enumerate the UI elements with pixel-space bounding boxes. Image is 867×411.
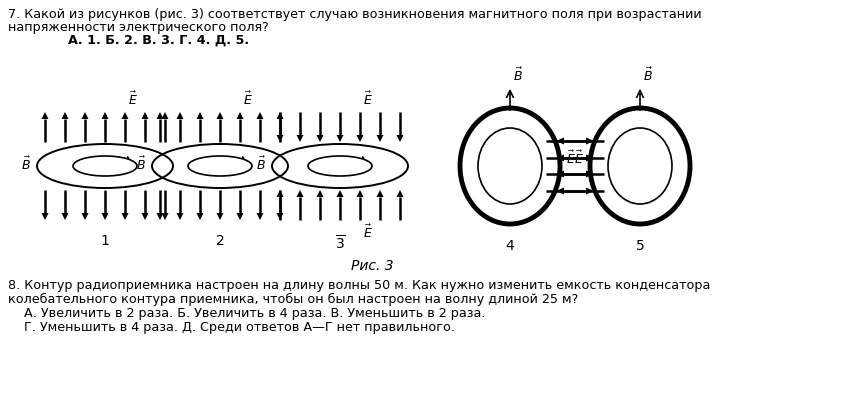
Text: $\vec{E}$: $\vec{E}$: [363, 91, 373, 108]
Polygon shape: [177, 112, 184, 119]
Polygon shape: [396, 135, 403, 142]
Polygon shape: [257, 213, 264, 220]
Polygon shape: [277, 190, 284, 197]
Polygon shape: [277, 112, 284, 119]
Text: А. 1. Б. 2. В. 3. Г. 4. Д. 5.: А. 1. Б. 2. В. 3. Г. 4. Д. 5.: [50, 34, 249, 47]
Polygon shape: [217, 112, 224, 119]
Polygon shape: [556, 138, 564, 145]
Polygon shape: [237, 213, 244, 220]
Ellipse shape: [188, 156, 252, 176]
Ellipse shape: [73, 156, 137, 176]
Polygon shape: [356, 135, 363, 142]
Polygon shape: [101, 112, 108, 119]
Polygon shape: [556, 155, 564, 162]
Polygon shape: [277, 135, 284, 142]
Text: $\vec{E}$: $\vec{E}$: [566, 149, 576, 166]
Polygon shape: [396, 190, 403, 197]
Text: $\vec{E}$: $\vec{E}$: [363, 224, 373, 241]
Polygon shape: [177, 213, 184, 220]
Ellipse shape: [152, 144, 288, 188]
Text: 7. Какой из рисунков (рис. 3) соответствует случаю возникновения магнитного поля: 7. Какой из рисунков (рис. 3) соответств…: [8, 8, 701, 21]
Text: напряженности электрического поля?: напряженности электрического поля?: [8, 21, 269, 34]
Polygon shape: [257, 112, 264, 119]
Polygon shape: [157, 112, 164, 119]
Text: А. Увеличить в 2 раза. Б. Увеличить в 4 раза. В. Уменьшить в 2 раза.: А. Увеличить в 2 раза. Б. Увеличить в 4 …: [8, 307, 486, 320]
Text: 8. Контур радиоприемника настроен на длину волны 50 м. Как нужно изменить емкост: 8. Контур радиоприемника настроен на дли…: [8, 279, 710, 292]
Polygon shape: [586, 187, 594, 194]
Text: $\vec{B}$: $\vec{B}$: [256, 155, 266, 173]
Polygon shape: [336, 190, 343, 197]
Text: 2: 2: [216, 234, 225, 248]
Polygon shape: [197, 213, 204, 220]
Polygon shape: [101, 213, 108, 220]
Ellipse shape: [308, 156, 372, 176]
Polygon shape: [336, 135, 343, 142]
Polygon shape: [356, 190, 363, 197]
Polygon shape: [161, 112, 168, 119]
Ellipse shape: [37, 144, 173, 188]
Polygon shape: [237, 112, 244, 119]
Text: Г. Уменьшить в 4 раза. Д. Среди ответов А—Г нет правильного.: Г. Уменьшить в 4 раза. Д. Среди ответов …: [8, 321, 455, 334]
Polygon shape: [297, 135, 303, 142]
Text: $\vec{E}$: $\vec{E}$: [243, 91, 253, 108]
Text: колебательного контура приемника, чтобы он был настроен на волну длиной 25 м?: колебательного контура приемника, чтобы …: [8, 293, 578, 306]
Polygon shape: [297, 190, 303, 197]
Polygon shape: [217, 213, 224, 220]
Polygon shape: [316, 190, 323, 197]
Ellipse shape: [272, 144, 408, 188]
Polygon shape: [62, 112, 68, 119]
Text: 4: 4: [505, 239, 514, 253]
Polygon shape: [62, 213, 68, 220]
Polygon shape: [556, 187, 564, 194]
Polygon shape: [586, 138, 594, 145]
Text: 5: 5: [636, 239, 644, 253]
Polygon shape: [42, 213, 49, 220]
Text: 1: 1: [101, 234, 109, 248]
Polygon shape: [42, 112, 49, 119]
Polygon shape: [121, 213, 128, 220]
Polygon shape: [376, 190, 383, 197]
Text: $\vec{B}$: $\vec{B}$: [513, 67, 523, 84]
Polygon shape: [141, 112, 148, 119]
Text: $\vec{B}$: $\vec{B}$: [643, 67, 653, 84]
Text: $\vec{E}$: $\vec{E}$: [574, 149, 584, 166]
Polygon shape: [277, 213, 284, 220]
Text: Рис. 3: Рис. 3: [351, 259, 394, 273]
Polygon shape: [586, 155, 594, 162]
Polygon shape: [161, 213, 168, 220]
Polygon shape: [376, 135, 383, 142]
Polygon shape: [157, 213, 164, 220]
Polygon shape: [141, 213, 148, 220]
Polygon shape: [586, 171, 594, 178]
Polygon shape: [81, 112, 88, 119]
Polygon shape: [81, 213, 88, 220]
Text: $\vec{E}$: $\vec{E}$: [128, 91, 138, 108]
Polygon shape: [197, 112, 204, 119]
Polygon shape: [556, 171, 564, 178]
Text: $\vec{B}$: $\vec{B}$: [21, 155, 31, 173]
Polygon shape: [121, 112, 128, 119]
Polygon shape: [316, 135, 323, 142]
Text: $\vec{B}$: $\vec{B}$: [136, 155, 146, 173]
Text: $\overline{3}$: $\overline{3}$: [335, 234, 345, 252]
